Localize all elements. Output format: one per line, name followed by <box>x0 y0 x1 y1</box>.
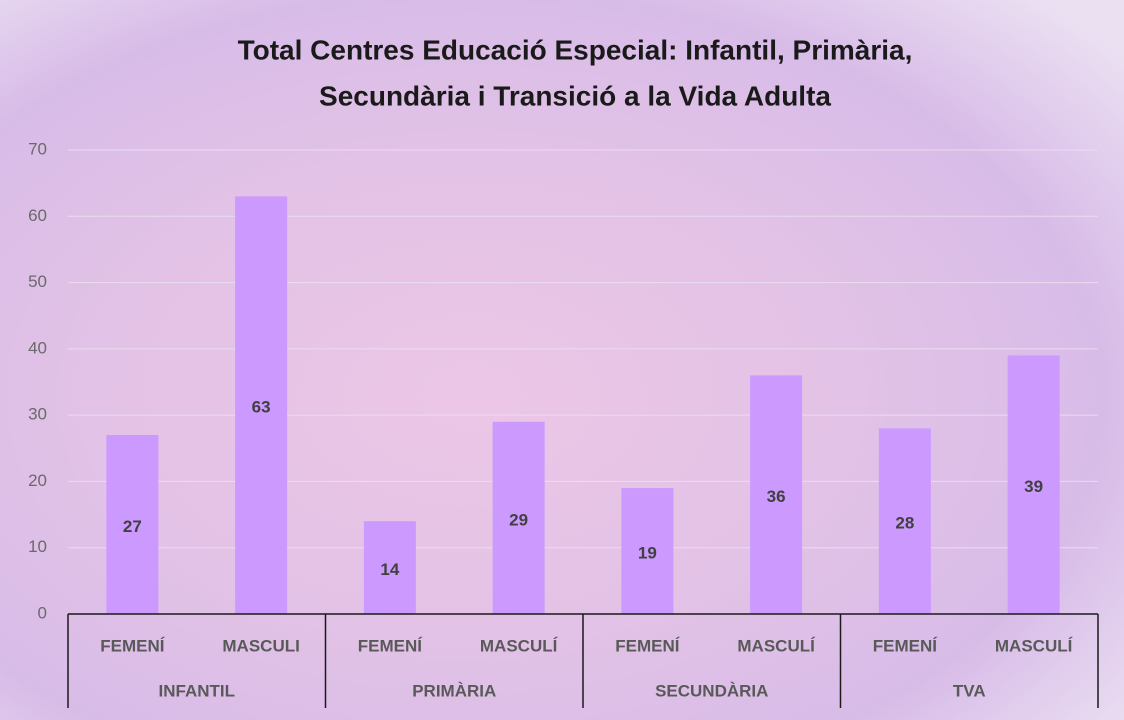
data-label: 29 <box>509 510 528 529</box>
y-tick-label: 40 <box>28 338 47 357</box>
group-label: INFANTIL <box>159 681 236 700</box>
data-label: 63 <box>252 398 271 417</box>
x-tick-label: MASCULÍ <box>480 636 559 655</box>
bar <box>750 375 803 614</box>
y-tick-label: 50 <box>28 272 47 291</box>
x-tick-label: MASCULÍ <box>995 636 1074 655</box>
x-tick-label: FEMENÍ <box>615 636 681 655</box>
bar <box>235 196 288 614</box>
bar <box>621 488 674 614</box>
bar <box>492 421 545 614</box>
y-tick-label: 20 <box>28 471 47 490</box>
x-tick-label: FEMENÍ <box>873 636 939 655</box>
bar <box>106 435 159 614</box>
data-label: 39 <box>1024 477 1043 496</box>
data-label: 36 <box>767 487 786 506</box>
x-tick-label: MASCULI <box>222 636 299 655</box>
y-tick-label: 70 <box>28 139 47 158</box>
data-label: 27 <box>123 517 142 536</box>
y-tick-label: 30 <box>28 405 47 424</box>
x-tick-label: FEMENÍ <box>358 636 424 655</box>
y-tick-label: 10 <box>28 537 47 556</box>
y-tick-label: 0 <box>38 603 47 622</box>
data-label: 19 <box>638 544 657 563</box>
bar <box>878 428 931 614</box>
bar <box>1007 355 1060 614</box>
group-label: PRIMÀRIA <box>412 681 496 700</box>
data-label: 28 <box>895 514 914 533</box>
group-label: TVA <box>953 681 986 700</box>
group-label: SECUNDÀRIA <box>655 681 768 700</box>
x-tick-label: MASCULÍ <box>737 636 816 655</box>
chart-title: Secundària i Transició a la Vida Adulta <box>319 80 831 111</box>
data-label: 14 <box>380 560 399 579</box>
y-tick-label: 60 <box>28 206 47 225</box>
bar <box>363 521 416 614</box>
x-tick-label: FEMENÍ <box>100 636 166 655</box>
chart-title: Total Centres Educació Especial: Infanti… <box>238 34 913 65</box>
